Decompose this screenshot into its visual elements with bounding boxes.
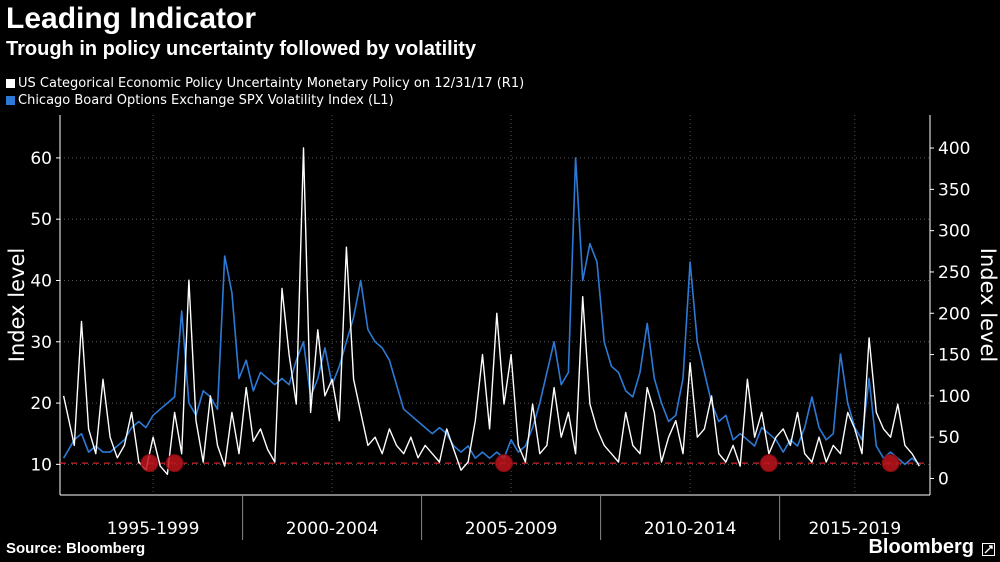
left-tick-label: 50 [30, 210, 52, 230]
chart-subtitle: Trough in policy uncertainty followed by… [6, 38, 477, 60]
left-tick-label: 40 [30, 271, 52, 291]
period-label: 2000-2004 [286, 519, 379, 539]
series-line-epu [62, 147, 920, 475]
left-tick-label: 10 [30, 455, 52, 475]
right-tick-label: 50 [938, 428, 960, 448]
legend-swatch-epu [6, 79, 15, 88]
chart-legend: US Categorical Economic Policy Uncertain… [6, 75, 524, 109]
period-label: 2010-2014 [644, 519, 737, 539]
series-line-vix [62, 157, 920, 466]
legend-label-epu: US Categorical Economic Policy Uncertain… [18, 76, 525, 91]
bloomberg-terminal-icon [982, 543, 995, 556]
left-axis-title: Index level [5, 248, 29, 362]
right-tick-label: 250 [938, 263, 970, 283]
right-tick-label: 150 [938, 346, 970, 366]
legend-swatch-vix [6, 96, 15, 105]
legend-label-vix: Chicago Board Options Exchange SPX Volat… [18, 93, 394, 108]
brand-label: Bloomberg [868, 536, 974, 558]
legend-item-epu: US Categorical Economic Policy Uncertain… [6, 75, 524, 92]
period-label: 2015-2019 [808, 519, 901, 539]
trough-marker [881, 454, 900, 473]
left-tick-label: 60 [30, 149, 52, 169]
right-tick-label: 200 [938, 304, 970, 324]
source-note: Source: Bloomberg [6, 540, 146, 557]
right-tick-label: 100 [938, 387, 970, 407]
period-label: 1995-1999 [107, 519, 200, 539]
right-tick-label: 400 [938, 139, 970, 159]
right-tick-label: 0 [938, 469, 949, 489]
right-tick-label: 350 [938, 180, 970, 200]
trough-marker [140, 454, 159, 473]
period-label: 2005-2009 [465, 519, 558, 539]
chart-title: Leading Indicator [6, 2, 257, 35]
left-tick-label: 20 [30, 394, 52, 414]
right-axis-title: Index level [976, 248, 1000, 362]
right-tick-label: 300 [938, 222, 970, 242]
trough-marker [759, 454, 778, 473]
left-tick-label: 30 [30, 333, 52, 353]
trough-marker [494, 454, 513, 473]
trough-marker [165, 454, 184, 473]
legend-item-vix: Chicago Board Options Exchange SPX Volat… [6, 92, 524, 109]
